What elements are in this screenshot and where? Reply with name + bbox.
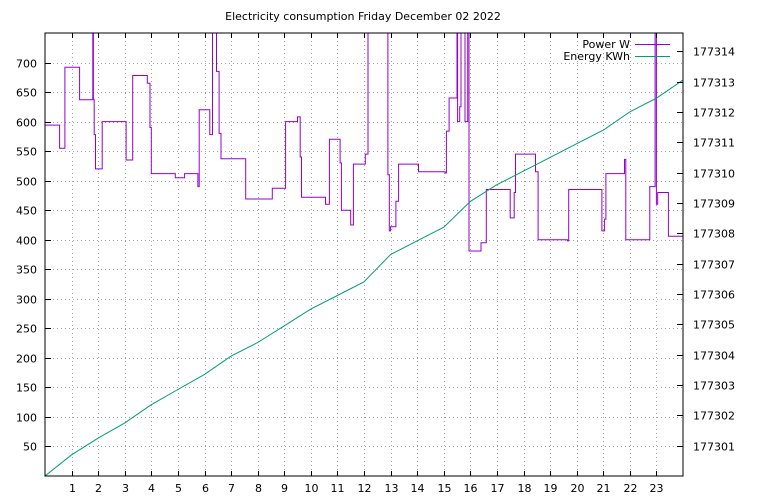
y-tick-label: 50 <box>23 441 37 454</box>
x-tick-label: 16 <box>464 482 478 495</box>
grid <box>45 33 683 476</box>
y-tick-label: 100 <box>16 412 37 425</box>
chart-title: Electricity consumption Friday December … <box>225 10 501 23</box>
y2-tick-label: 177312 <box>693 107 735 120</box>
x-tick-label: 14 <box>411 482 425 495</box>
y2-tick-label: 177307 <box>693 259 735 272</box>
x-tick-label: 8 <box>255 482 262 495</box>
x-tick-label: 9 <box>281 482 288 495</box>
y2-tick-label: 177305 <box>693 319 735 332</box>
x-tick-label: 6 <box>202 482 209 495</box>
y-tick-label: 550 <box>16 146 37 159</box>
y-tick-label: 600 <box>16 117 37 130</box>
y-tick-label: 250 <box>16 323 37 336</box>
y2-tick-label: 177306 <box>693 289 735 302</box>
x-tick-label: 13 <box>385 482 399 495</box>
series-line-1 <box>45 79 683 476</box>
y2-tick-label: 177303 <box>693 380 735 393</box>
x-tick-label: 23 <box>650 482 664 495</box>
y-ticks: 50 100 150 200 250 300 350 400 450 500 550 600 650 70… <box>16 58 51 454</box>
y-tick-label: 500 <box>16 176 37 189</box>
y-tick-label: 400 <box>16 235 37 248</box>
x-tick-label: 20 <box>571 482 585 495</box>
y2-tick-label: 177309 <box>693 198 735 211</box>
x-ticks: 1 2 3 4 5 6 7 8 9 10 11 12 13 14 15 16 17 18 19 20 21 22 23 <box>69 33 664 495</box>
x-tick-label: 3 <box>122 482 129 495</box>
y-tick-label: 300 <box>16 294 37 307</box>
x-tick-label: 11 <box>331 482 345 495</box>
y2-tick-label: 177310 <box>693 168 735 181</box>
x-tick-label: 7 <box>228 482 235 495</box>
x-tick-label: 1 <box>69 482 76 495</box>
legend-label: Power W <box>582 38 630 51</box>
x-tick-label: 12 <box>358 482 372 495</box>
y2-tick-label: 177311 <box>693 137 735 150</box>
y2-tick-label: 177308 <box>693 228 735 241</box>
y-tick-label: 150 <box>16 382 37 395</box>
x-tick-label: 15 <box>438 482 452 495</box>
series-line-0 <box>45 33 683 252</box>
x-tick-label: 4 <box>148 482 155 495</box>
y2-tick-label: 177304 <box>693 350 735 363</box>
y2-ticks: 177301 177302 177303 177304 177305 177306 1773… <box>677 46 735 454</box>
series-layer <box>45 33 683 476</box>
y2-tick-label: 177302 <box>693 410 735 423</box>
y-tick-label: 650 <box>16 87 37 100</box>
y-tick-label: 700 <box>16 58 37 71</box>
y-tick-label: 450 <box>16 205 37 218</box>
y2-tick-label: 177314 <box>693 46 735 59</box>
x-tick-label: 19 <box>544 482 558 495</box>
x-tick-label: 17 <box>491 482 505 495</box>
x-tick-label: 10 <box>305 482 319 495</box>
y2-tick-label: 177313 <box>693 77 735 90</box>
y-tick-label: 350 <box>16 264 37 277</box>
x-tick-label: 22 <box>624 482 638 495</box>
y-tick-label: 200 <box>16 353 37 366</box>
x-tick-label: 21 <box>597 482 611 495</box>
y2-tick-label: 177301 <box>693 441 735 454</box>
x-tick-label: 5 <box>175 482 182 495</box>
x-tick-label: 18 <box>518 482 532 495</box>
x-tick-label: 2 <box>95 482 102 495</box>
legend-label: Energy KWh <box>563 50 630 63</box>
